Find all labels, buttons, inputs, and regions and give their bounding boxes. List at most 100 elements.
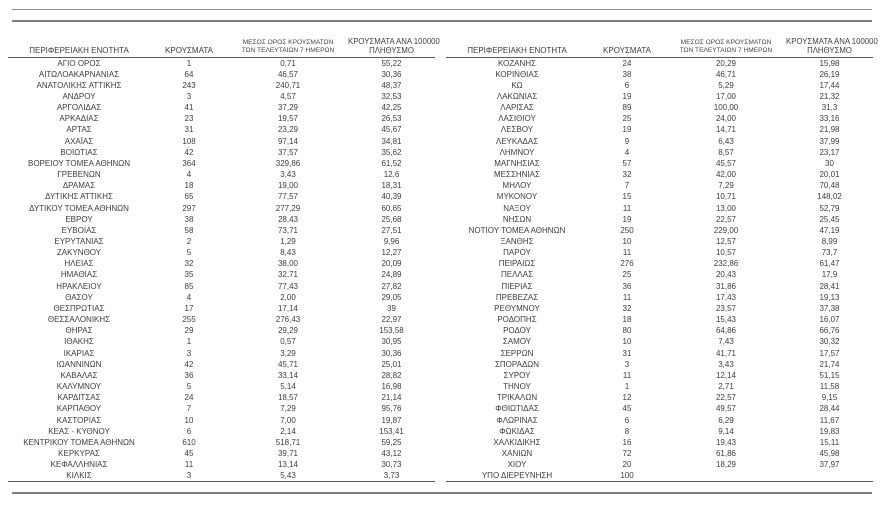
avg7-cell: 64,86	[715, 326, 737, 336]
avg7-cell: 10,57	[715, 248, 737, 258]
avg7-cell: 28,43	[277, 214, 299, 224]
header-region: ΠΕΡΙΦΕΡΕΙΑΚΗ ΕΝΟΤΗΤΑ	[8, 32, 150, 58]
cases-cell: 35	[184, 270, 194, 280]
region-cell: ΔΥΤΙΚΟΥ ΤΟΜΕΑ ΑΘΗΝΩΝ	[29, 203, 129, 213]
avg7-cell: 9,14	[718, 426, 734, 436]
cases-cell: 24	[622, 58, 632, 68]
header-row: ΠΕΡΙΦΕΡΕΙΑΚΗ ΕΝΟΤΗΤΑ ΚΡΟΥΣΜΑΤΑ ΜΕΣΟΣ ΟΡΟ…	[8, 32, 440, 58]
cases-cell: 1	[186, 337, 192, 347]
region-cell: ΚΕΡΚΥΡΑΣ	[58, 448, 100, 458]
region-cell: ΦΛΩΡΙΝΑΣ	[496, 415, 538, 425]
table-row: ΖΑΚΥΝΘΟΥ 5 8,43 12,27	[8, 247, 435, 258]
table-row: ΤΡΙΚΑΛΩΝ 12 22,57 9,15	[446, 392, 873, 403]
table-row: ΠΑΡΟΥ 11 10,57 73,7	[446, 247, 873, 258]
cases-cell: 45	[622, 404, 632, 414]
table-row: ΑΝΔΡΟΥ 3 4,57 32,53	[8, 91, 435, 102]
per100k-cell: 30	[825, 158, 834, 168]
region-cell: ΔΡΑΜΑΣ	[62, 181, 96, 191]
regional-cases-tables: ΠΕΡΙΦΕΡΕΙΑΚΗ ΕΝΟΤΗΤΑ ΚΡΟΥΣΜΑΤΑ ΜΕΣΟΣ ΟΡΟ…	[8, 32, 878, 483]
avg7-cell: 276,43	[275, 315, 301, 325]
table-header-left: ΠΕΡΙΦΕΡΕΙΑΚΗ ΕΝΟΤΗΤΑ ΚΡΟΥΣΜΑΤΑ ΜΕΣΟΣ ΟΡΟ…	[8, 32, 440, 58]
avg7-cell: 518,71	[275, 437, 301, 447]
region-cell: ΠΙΕΡΙΑΣ	[501, 281, 533, 291]
cases-cell: 5	[186, 382, 192, 392]
per100k-cell: 30,36	[381, 69, 402, 79]
per100k-cell: 11,58	[819, 382, 840, 392]
avg7-cell: 61,86	[715, 448, 737, 458]
cases-cell: 297	[182, 203, 196, 213]
region-cell: ΡΟΔΟΠΗΣ	[497, 315, 537, 325]
avg7-cell: 2,71	[718, 382, 734, 392]
cases-cell: 36	[184, 370, 194, 380]
table-row: ΚΙΛΚΙΣ 3 5,43 3,73	[8, 470, 435, 482]
region-cell: ΚΑΡΠΑΘΟΥ	[56, 404, 102, 414]
table-row: ΠΕΙΡΑΙΩΣ 276 232,86 61,47	[446, 258, 873, 269]
avg7-cell: 12,57	[715, 237, 737, 246]
avg7-cell: 232,86	[713, 259, 739, 269]
cases-cell: 45	[184, 448, 194, 458]
region-cell: ΑΝΑΤΟΛΙΚΗΣ ΑΤΤΙΚΗΣ	[36, 80, 122, 90]
table-row: ΛΕΣΒΟΥ 19 14,71 21,98	[446, 124, 873, 135]
cases-cell: 8	[624, 426, 630, 436]
bottom-rule	[12, 492, 872, 494]
avg7-cell: 6,43	[718, 136, 734, 146]
cases-cell: 11	[622, 248, 632, 258]
region-cell: ΕΒΡΟΥ	[65, 214, 93, 224]
header-avg7-line1: ΜΕΣΟΣ ΟΡΟΣ ΚΡΟΥΣΜΑΤΩΝ	[680, 38, 772, 46]
table-row: ΒΟΙΩΤΙΑΣ 42 37,57 35,62	[8, 147, 435, 158]
avg7-cell: 39,71	[277, 448, 299, 458]
per100k-cell: 26,19	[819, 69, 840, 79]
per100k-cell: 11,67	[819, 415, 840, 425]
avg7-cell: 7,29	[280, 404, 296, 414]
avg7-cell: 20,29	[715, 58, 737, 68]
per100k-cell: 21,98	[819, 125, 840, 135]
cases-cell: 19	[622, 214, 632, 224]
per100k-cell: 60,65	[381, 203, 402, 213]
header-per100k-line2: ΠΛΗΘΥΣΜΟ	[369, 45, 414, 55]
region-cell: ΣΕΡΡΩΝ	[500, 348, 534, 358]
region-cell: ΑΧΑΪΑΣ	[64, 136, 94, 146]
region-cell: ΛΕΥΚΑΔΑΣ	[495, 136, 539, 146]
region-cell: ΗΜΑΘΙΑΣ	[60, 270, 98, 280]
avg7-cell: 23,57	[715, 303, 737, 313]
cases-cell: 18	[622, 315, 632, 325]
header-per100k: ΚΡΟΥΣΜΑΤΑ ΑΝΑ 100000 ΠΛΗΘΥΣΜΟ	[348, 32, 440, 58]
avg7-cell: 329,86	[275, 158, 301, 168]
region-cell: ΧΙΟΥ	[507, 460, 527, 470]
per100k-cell: 37,99	[819, 136, 840, 146]
cases-cell: 276	[620, 259, 634, 269]
region-cell: ΚΟΡΙΝΘΙΑΣ	[495, 69, 539, 79]
cases-cell: 18	[184, 181, 194, 191]
table-row: ΚΕΡΚΥΡΑΣ 45 39,71 43,12	[8, 448, 435, 459]
per100k-cell: 47,19	[819, 225, 840, 235]
avg7-cell: 7,29	[718, 181, 734, 191]
cases-cell: 42	[184, 359, 194, 369]
avg7-cell: 14,71	[715, 125, 737, 135]
table-row: ΝΟΤΙΟΥ ΤΟΜΕΑ ΑΘΗΝΩΝ 250 229,00 47,19	[446, 225, 873, 236]
table-row: ΑΙΤΩΛΟΑΚΑΡΝΑΝΙΑΣ 64 46,57 30,36	[8, 69, 435, 80]
table-row: ΡΟΔΟΠΗΣ 18 15,43 16,07	[446, 314, 873, 325]
table-row: ΛΑΡΙΣΑΣ 89 100,00 31,3	[446, 102, 873, 113]
table-row: ΞΑΝΘΗΣ 10 12,57 8,99	[446, 236, 873, 247]
avg7-cell: 37,57	[277, 147, 299, 157]
cases-cell: 36	[622, 281, 632, 291]
cases-cell: 25	[622, 114, 632, 124]
table-row: ΛΗΜΝΟΥ 4 8,57 23,17	[446, 147, 873, 158]
avg7-cell: 45,57	[715, 158, 737, 168]
avg7-cell: 100,00	[713, 103, 739, 113]
region-cell: ΚΕΝΤΡΙΚΟΥ ΤΟΜΕΑ ΑΘΗΝΩΝ	[23, 437, 135, 447]
cases-cell: 57	[622, 158, 632, 168]
avg7-cell: 20,43	[715, 270, 737, 280]
cases-cell: 42	[184, 147, 194, 157]
region-cell: ΒΟΙΩΤΙΑΣ	[60, 147, 98, 157]
region-cell: ΓΡΕΒΕΝΩΝ	[57, 170, 101, 180]
avg7-cell: 8,43	[280, 248, 296, 258]
per100k-cell: 12,27	[381, 248, 402, 258]
table-row: ΡΟΔΟΥ 80 64,86 66,76	[446, 325, 873, 336]
region-cell: ΛΑΚΩΝΙΑΣ	[496, 91, 538, 101]
cases-cell: 250	[620, 225, 634, 235]
header-per100k-line1: ΚΡΟΥΣΜΑΤΑ ΑΝΑ 100000	[786, 36, 878, 46]
avg7-cell: 277,29	[275, 203, 301, 213]
table-row: ΧΙΟΥ 20 18,29 37,97	[446, 459, 873, 470]
region-cell: ΣΠΟΡΑΔΩΝ	[494, 359, 540, 369]
